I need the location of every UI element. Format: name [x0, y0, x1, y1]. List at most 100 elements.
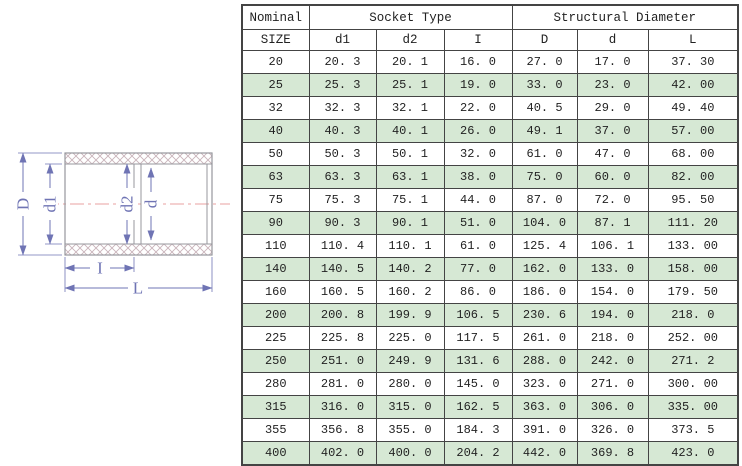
value-cell: 110. 4 — [308, 234, 377, 258]
value-cell: 32. 1 — [375, 96, 445, 120]
size-cell: 400 — [241, 441, 310, 466]
value-cell: 61. 0 — [443, 234, 513, 258]
value-cell: 315. 0 — [375, 395, 445, 419]
header-D: D — [511, 29, 578, 51]
value-cell: 42. 00 — [647, 73, 739, 97]
value-cell: 44. 0 — [443, 188, 513, 212]
table-row: 250 251. 0 249. 9 131. 6 288. 0 242. 0 271. 2 — [241, 349, 739, 373]
table-row: 75 75. 3 75. 1 44. 0 87. 0 72. 0 95. 50 — [241, 188, 739, 212]
header-size: SIZE — [241, 29, 310, 51]
value-cell: 280. 0 — [375, 372, 445, 396]
value-cell: 22. 0 — [443, 96, 513, 120]
value-cell: 271. 0 — [576, 372, 649, 396]
table-header: Nominal Socket Type Structural Diameter … — [241, 4, 739, 51]
value-cell: 50. 1 — [375, 142, 445, 166]
value-cell: 316. 0 — [308, 395, 377, 419]
value-cell: 355. 0 — [375, 418, 445, 442]
value-cell: 68. 00 — [647, 142, 739, 166]
value-cell: 72. 0 — [576, 188, 649, 212]
size-cell: 280 — [241, 372, 310, 396]
table-row: 140 140. 5 140. 2 77. 0 162. 0 133. 0 158. 00 — [241, 257, 739, 281]
value-cell: 200. 8 — [308, 303, 377, 327]
label-d2: d2 — [118, 196, 137, 213]
value-cell: 16. 0 — [443, 50, 513, 74]
value-cell: 281. 0 — [308, 372, 377, 396]
extension-lines — [18, 152, 213, 292]
value-cell: 40. 3 — [308, 119, 377, 143]
value-cell: 106. 5 — [443, 303, 513, 327]
header-socket-type: Socket Type — [308, 4, 513, 30]
value-cell: 82. 00 — [647, 165, 739, 189]
value-cell: 106. 1 — [576, 234, 649, 258]
value-cell: 131. 6 — [443, 349, 513, 373]
value-cell: 249. 9 — [375, 349, 445, 373]
header-structural-diameter: Structural Diameter — [511, 4, 739, 30]
value-cell: 400. 0 — [375, 441, 445, 466]
value-cell: 125. 4 — [511, 234, 578, 258]
value-cell: 194. 0 — [576, 303, 649, 327]
table-row: 110 110. 4 110. 1 61. 0 125. 4 106. 1 133. 00 — [241, 234, 739, 258]
body-outline — [64, 152, 213, 256]
value-cell: 199. 9 — [375, 303, 445, 327]
value-cell: 50. 3 — [308, 142, 377, 166]
label-d1: d1 — [41, 196, 60, 213]
value-cell: 218. 0 — [576, 326, 649, 350]
value-cell: 363. 0 — [511, 395, 578, 419]
value-cell: 49. 40 — [647, 96, 739, 120]
size-cell: 75 — [241, 188, 310, 212]
label-box-I — [90, 259, 110, 276]
value-cell: 104. 0 — [511, 211, 578, 235]
size-cell: 32 — [241, 96, 310, 120]
value-cell: 40. 5 — [511, 96, 578, 120]
value-cell: 204. 2 — [443, 441, 513, 466]
value-cell: 140. 5 — [308, 257, 377, 281]
value-cell: 186. 0 — [511, 280, 578, 304]
table-row: 50 50. 3 50. 1 32. 0 61. 0 47. 0 68. 00 — [241, 142, 739, 166]
value-cell: 25. 1 — [375, 73, 445, 97]
size-cell: 20 — [241, 50, 310, 74]
table-row: 280 281. 0 280. 0 145. 0 323. 0 271. 0 300. 00 — [241, 372, 739, 396]
size-cell: 200 — [241, 303, 310, 327]
size-cell: 50 — [241, 142, 310, 166]
value-cell: 33. 0 — [511, 73, 578, 97]
value-cell: 77. 0 — [443, 257, 513, 281]
value-cell: 20. 1 — [375, 50, 445, 74]
table-row: 315 316. 0 315. 0 162. 5 363. 0 306. 0 335. 00 — [241, 395, 739, 419]
value-cell: 323. 0 — [511, 372, 578, 396]
wall-hatch-top — [64, 152, 213, 165]
value-cell: 306. 0 — [576, 395, 649, 419]
table-row: 32 32. 3 32. 1 22. 0 40. 5 29. 0 49. 40 — [241, 96, 739, 120]
label-box-d — [142, 192, 159, 216]
value-cell: 17. 0 — [576, 50, 649, 74]
value-cell: 300. 00 — [647, 372, 739, 396]
value-cell: 160. 2 — [375, 280, 445, 304]
table-row: 200 200. 8 199. 9 106. 5 230. 6 194. 0 218. 0 — [241, 303, 739, 327]
value-cell: 288. 0 — [511, 349, 578, 373]
value-cell: 20. 3 — [308, 50, 377, 74]
label-L: L — [133, 279, 143, 298]
value-cell: 29. 0 — [576, 96, 649, 120]
label-box-L — [128, 279, 148, 296]
value-cell: 87. 1 — [576, 211, 649, 235]
value-cell: 335. 00 — [647, 395, 739, 419]
size-cell: 110 — [241, 234, 310, 258]
value-cell: 63. 3 — [308, 165, 377, 189]
table-row: 400 402. 0 400. 0 204. 2 442. 0 369. 8 423. 0 — [241, 441, 739, 466]
value-cell: 133. 00 — [647, 234, 739, 258]
value-cell: 402. 0 — [308, 441, 377, 466]
value-cell: 225. 8 — [308, 326, 377, 350]
value-cell: 32. 0 — [443, 142, 513, 166]
value-cell: 154. 0 — [576, 280, 649, 304]
value-cell: 326. 0 — [576, 418, 649, 442]
label-box-D — [14, 192, 31, 216]
header-columns-row: SIZE d1 d2 I D d L — [241, 29, 739, 51]
value-cell: 271. 2 — [647, 349, 739, 373]
header-d1: d1 — [308, 29, 377, 51]
value-cell: 179. 50 — [647, 280, 739, 304]
value-cell: 442. 0 — [511, 441, 578, 466]
value-cell: 25. 3 — [308, 73, 377, 97]
wall-hatch-bottom — [64, 243, 213, 256]
value-cell: 23. 0 — [576, 73, 649, 97]
header-d2: d2 — [375, 29, 445, 51]
value-cell: 75. 3 — [308, 188, 377, 212]
